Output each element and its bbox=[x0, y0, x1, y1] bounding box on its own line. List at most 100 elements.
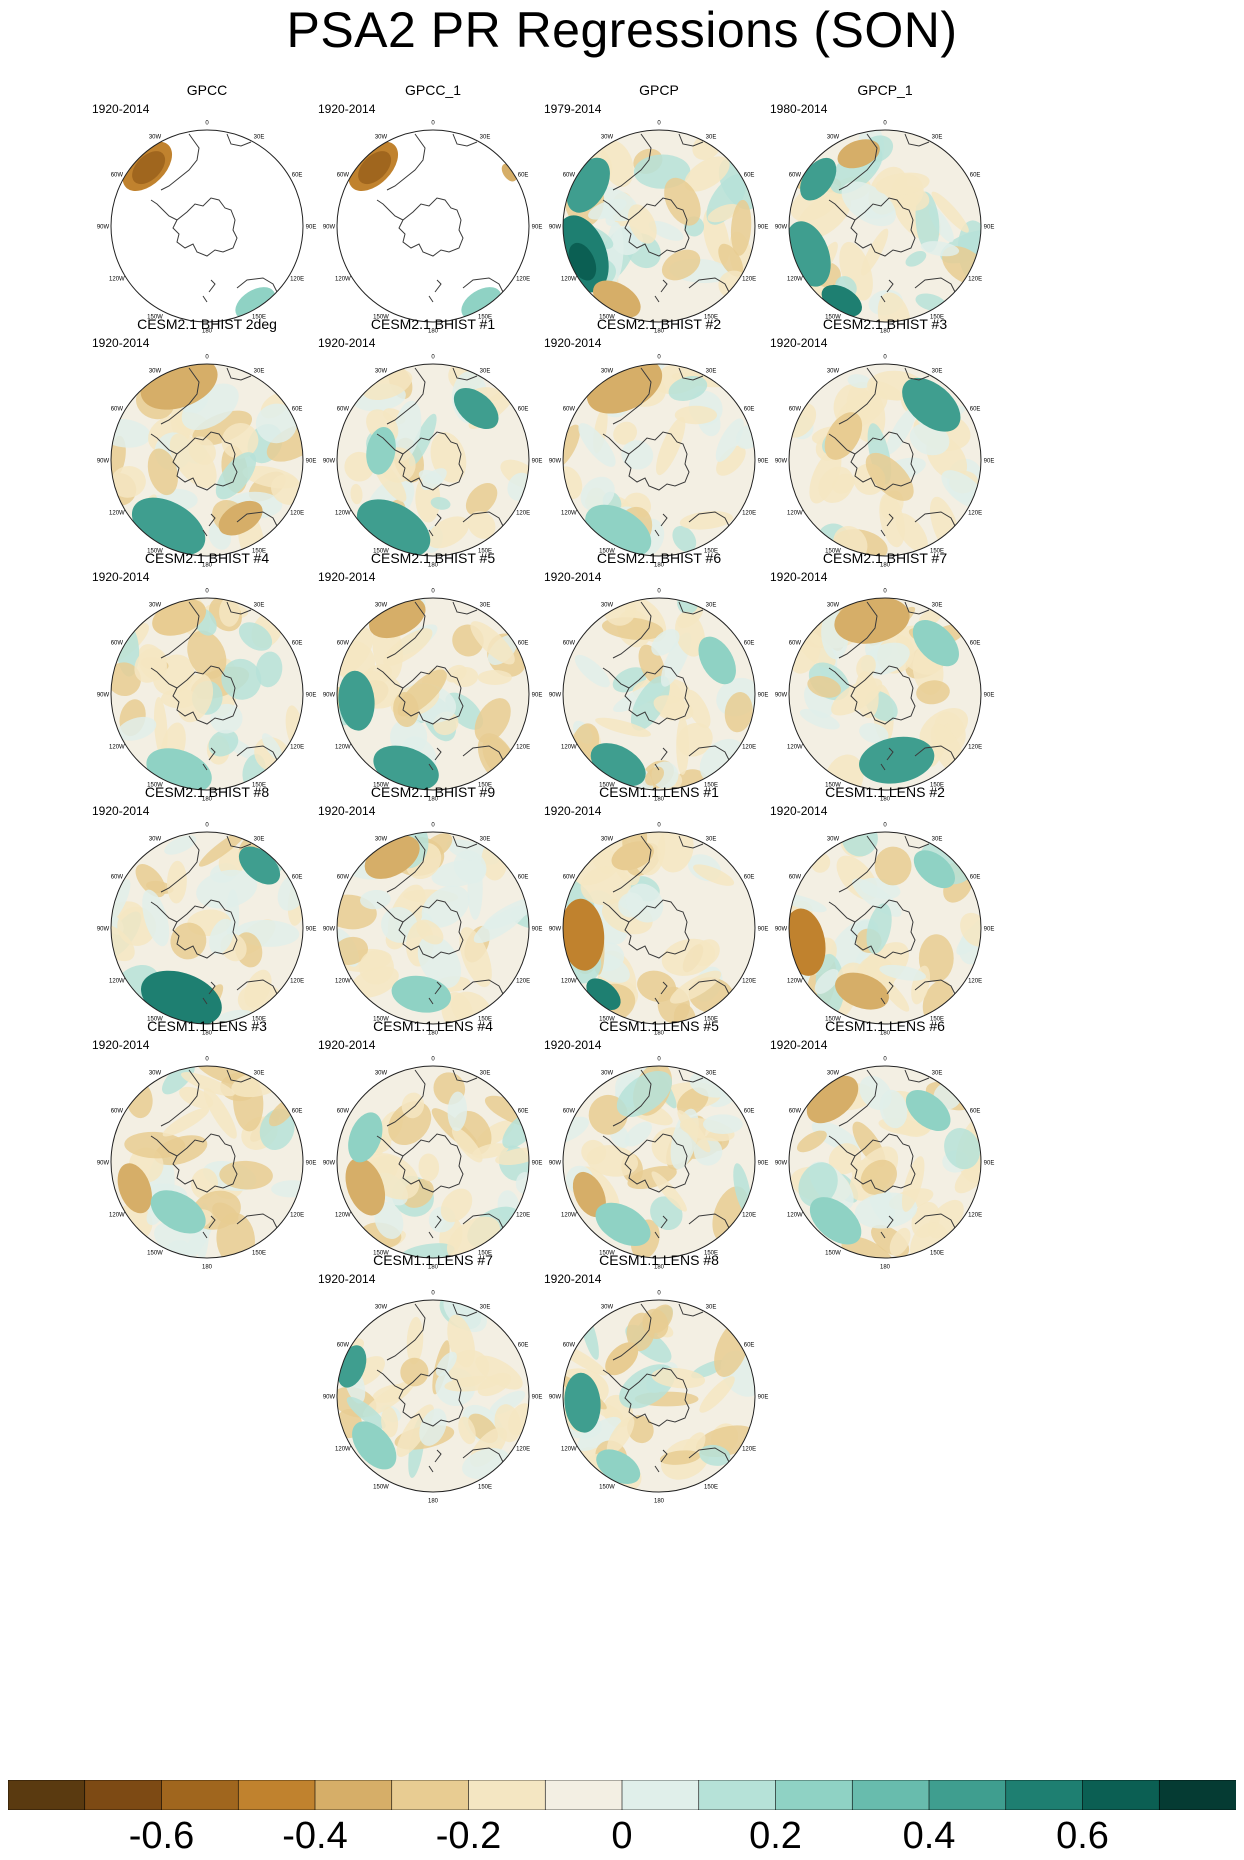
polar-map: 0 30E 60E 90E 120E 150E 180 150W 120W 90W 60W 30W bbox=[549, 355, 769, 569]
longitude-label: 120W bbox=[787, 1213, 803, 1219]
longitude-label: 30E bbox=[706, 134, 717, 140]
longitude-label: 90E bbox=[984, 1161, 995, 1167]
longitude-label: 180 bbox=[654, 797, 665, 803]
longitude-label: 180 bbox=[428, 1265, 439, 1271]
colorbar-swatch bbox=[1082, 1780, 1161, 1810]
longitude-label: 60W bbox=[111, 407, 124, 413]
longitude-label: 180 bbox=[654, 329, 665, 335]
panel-title: CESM2.1 BHIST #4 bbox=[144, 550, 270, 566]
longitude-label: 180 bbox=[654, 1265, 665, 1271]
polar-map: 0 30E 60E 90E 120E 150E 180 150W 120W 90W 60W 30W bbox=[97, 121, 317, 335]
panel-years: 1979-2014 bbox=[544, 102, 602, 116]
longitude-label: 150E bbox=[478, 783, 492, 789]
polar-map: 0 30E 60E 90E 120E 150E 180 150W 120W 90W 60W 30W bbox=[549, 1057, 769, 1271]
longitude-label: 60E bbox=[744, 407, 755, 413]
longitude-label: 30E bbox=[480, 602, 491, 608]
longitude-label: 30E bbox=[932, 134, 943, 140]
panel-years: 1920-2014 bbox=[770, 336, 828, 350]
longitude-label: 60W bbox=[337, 1109, 350, 1115]
longitude-label: 150W bbox=[825, 549, 841, 555]
longitude-label: 0 bbox=[205, 823, 209, 829]
longitude-label: 30W bbox=[375, 836, 388, 842]
panel-years: 1920-2014 bbox=[318, 1272, 376, 1286]
colorbar-tick-label: 0.2 bbox=[749, 1815, 802, 1857]
colorbar-tick-label: 0 bbox=[611, 1815, 633, 1857]
longitude-label: 60E bbox=[518, 1109, 529, 1115]
longitude-label: 0 bbox=[205, 355, 209, 361]
panel-title: CESM2.1 BHIST #2 bbox=[596, 316, 722, 332]
panel-title: CESM2.1 BHIST #5 bbox=[370, 550, 496, 566]
longitude-label: 0 bbox=[883, 823, 887, 829]
longitude-label: 120E bbox=[968, 745, 982, 751]
longitude-label: 150E bbox=[704, 549, 718, 555]
panel-years: 1920-2014 bbox=[770, 570, 828, 584]
longitude-label: 30E bbox=[706, 836, 717, 842]
longitude-label: 60W bbox=[563, 641, 576, 647]
longitude-label: 150W bbox=[147, 783, 163, 789]
longitude-label: 120E bbox=[742, 745, 756, 751]
longitude-label: 120E bbox=[968, 1213, 982, 1219]
longitude-label: 30W bbox=[375, 368, 388, 374]
longitude-label: 120W bbox=[109, 1213, 125, 1219]
longitude-label: 180 bbox=[202, 329, 213, 335]
panel-years: 1920-2014 bbox=[770, 1038, 828, 1052]
longitude-label: 30W bbox=[375, 602, 388, 608]
panel-title: GPCC bbox=[186, 82, 228, 98]
longitude-label: 150W bbox=[373, 549, 389, 555]
longitude-label: 30W bbox=[827, 134, 840, 140]
longitude-label: 30W bbox=[601, 836, 614, 842]
longitude-label: 120W bbox=[787, 745, 803, 751]
longitude-label: 180 bbox=[428, 563, 439, 569]
longitude-label: 150W bbox=[599, 1485, 615, 1491]
longitude-label: 0 bbox=[657, 121, 661, 127]
longitude-label: 60W bbox=[789, 1109, 802, 1115]
longitude-label: 90E bbox=[758, 1395, 769, 1401]
longitude-label: 120E bbox=[968, 277, 982, 283]
map-panel: CESM2.1 BHIST #1 1920-2014 0 30E 60E 90E 120E 1… bbox=[300, 316, 566, 586]
longitude-label: 30W bbox=[375, 134, 388, 140]
longitude-label: 30E bbox=[254, 836, 265, 842]
longitude-label: 60W bbox=[111, 875, 124, 881]
longitude-label: 180 bbox=[880, 329, 891, 335]
longitude-label: 30W bbox=[601, 368, 614, 374]
longitude-label: 120W bbox=[561, 511, 577, 517]
colorbar-swatch bbox=[1158, 1780, 1236, 1810]
colorbar-tick-label: 0.4 bbox=[902, 1815, 956, 1857]
longitude-label: 180 bbox=[202, 797, 213, 803]
longitude-label: 30W bbox=[149, 368, 162, 374]
longitude-label: 60E bbox=[744, 173, 755, 179]
longitude-label: 60E bbox=[292, 1109, 303, 1115]
longitude-label: 120W bbox=[335, 277, 351, 283]
longitude-label: 90W bbox=[97, 927, 110, 933]
longitude-label: 30W bbox=[601, 1070, 614, 1076]
colorbar-swatch bbox=[161, 1780, 240, 1810]
longitude-label: 150E bbox=[704, 1251, 718, 1257]
longitude-label: 180 bbox=[428, 797, 439, 803]
longitude-label: 90E bbox=[758, 225, 769, 231]
longitude-label: 150E bbox=[704, 315, 718, 321]
panel-years: 1920-2014 bbox=[318, 570, 376, 584]
longitude-label: 120E bbox=[290, 979, 304, 985]
longitude-label: 150W bbox=[147, 1017, 163, 1023]
longitude-label: 90W bbox=[775, 693, 788, 699]
colorbar-swatch bbox=[928, 1780, 1007, 1810]
longitude-label: 30E bbox=[932, 836, 943, 842]
longitude-label: 90E bbox=[306, 927, 317, 933]
longitude-label: 60E bbox=[970, 1109, 981, 1115]
longitude-label: 120E bbox=[516, 511, 530, 517]
longitude-label: 30E bbox=[932, 602, 943, 608]
longitude-label: 30W bbox=[827, 602, 840, 608]
longitude-label: 0 bbox=[883, 589, 887, 595]
longitude-label: 60E bbox=[970, 407, 981, 413]
panel-years: 1920-2014 bbox=[544, 336, 602, 350]
longitude-label: 150E bbox=[930, 315, 944, 321]
longitude-label: 150E bbox=[478, 549, 492, 555]
longitude-label: 150W bbox=[599, 315, 615, 321]
longitude-label: 90W bbox=[323, 693, 336, 699]
polar-map: 0 30E 60E 90E 120E 150E 180 150W 120W 90W 60W 30W bbox=[97, 823, 317, 1037]
longitude-label: 60W bbox=[563, 407, 576, 413]
polar-map: 0 30E 60E 90E 120E 150E 180 150W 120W 90W 60W 30W bbox=[323, 1057, 543, 1271]
longitude-label: 120W bbox=[335, 1447, 351, 1453]
panel-years: 1920-2014 bbox=[318, 102, 376, 116]
longitude-label: 0 bbox=[205, 589, 209, 595]
